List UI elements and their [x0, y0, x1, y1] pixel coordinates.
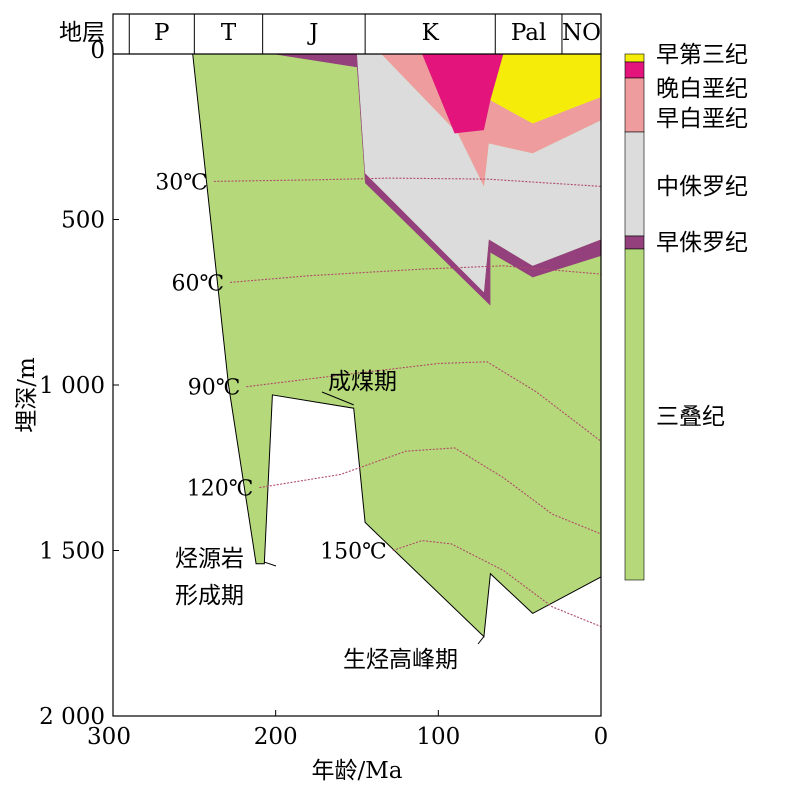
legend-swatch-2 [624, 77, 645, 133]
annotation-leader [321, 391, 354, 406]
legend-swatch-0 [624, 53, 645, 63]
annotation-leader [264, 561, 277, 567]
annotation-3: 生烃高峰期 [343, 647, 458, 673]
y-tick-label: 2 000 [39, 704, 105, 730]
isotherm-label-3: 120℃ [187, 477, 254, 502]
y-axis-title: 埋深/m [14, 357, 40, 433]
legend-swatch-4 [624, 235, 645, 250]
annotation-leader [477, 636, 485, 645]
period-label-no: NO [562, 20, 601, 46]
strata-header: 地层 P T J K Pal NO [59, 14, 601, 55]
isotherm-label-0: 30℃ [155, 170, 208, 195]
x-axis-title: 年龄/Ma [311, 758, 402, 784]
x-tick-label: 200 [254, 724, 298, 750]
layer-area-2 [357, 54, 601, 293]
isotherm-line-2 [246, 361, 602, 442]
legend-label-5: 三叠纪 [656, 404, 725, 430]
isotherm-line-0 [213, 177, 602, 187]
layer-area-5 [490, 54, 601, 124]
isotherm-line-1 [230, 265, 602, 283]
legend-swatch-1 [624, 61, 645, 79]
strata-layers [192, 53, 602, 638]
y-tick-label: 1 500 [39, 539, 105, 565]
period-label-pal: Pal [511, 20, 547, 46]
period-label-p: P [154, 20, 169, 46]
y-tick-label: 500 [61, 208, 105, 234]
legend-label-2: 早白垩纪 [656, 106, 748, 132]
period-label-k: K [422, 20, 440, 46]
isotherm-label-2: 90℃ [188, 376, 241, 401]
layer-area-4 [422, 54, 504, 134]
isotherm-label-4: 150℃ [320, 540, 387, 565]
legend-swatch-3 [624, 131, 645, 237]
period-label-j: J [307, 20, 318, 46]
isotherm-line-4 [392, 540, 602, 628]
legend-swatch-5 [624, 248, 645, 581]
strata-header-label: 地层 [59, 20, 105, 46]
isotherm-line-3 [259, 447, 602, 535]
isotherm-label-1: 60℃ [172, 271, 225, 296]
x-tick-label: 300 [87, 724, 131, 750]
plot-frame [112, 13, 602, 717]
annotation-1: 烃源岩 [175, 546, 244, 572]
y-tick-label: 0 [90, 38, 105, 64]
layer-area-3 [381, 54, 601, 187]
x-tick-label: 0 [594, 724, 609, 750]
legend-label-3: 中侏罗纪 [656, 174, 748, 200]
annotation-2: 形成期 [175, 583, 244, 609]
isotherm-lines: 30℃ 60℃ 90℃ 120℃ 150℃ [155, 170, 602, 628]
annotation-0: 成煤期 [328, 369, 397, 395]
period-label-t: T [221, 20, 237, 46]
y-tick-label: 1 000 [39, 373, 105, 399]
legend-label-1: 晚白垩纪 [656, 76, 748, 102]
legend-label-0: 早第三纪 [656, 42, 748, 68]
legend-label-4: 早侏罗纪 [656, 230, 748, 256]
triassic-outline [192, 53, 602, 638]
x-tick-label: 100 [416, 724, 460, 750]
